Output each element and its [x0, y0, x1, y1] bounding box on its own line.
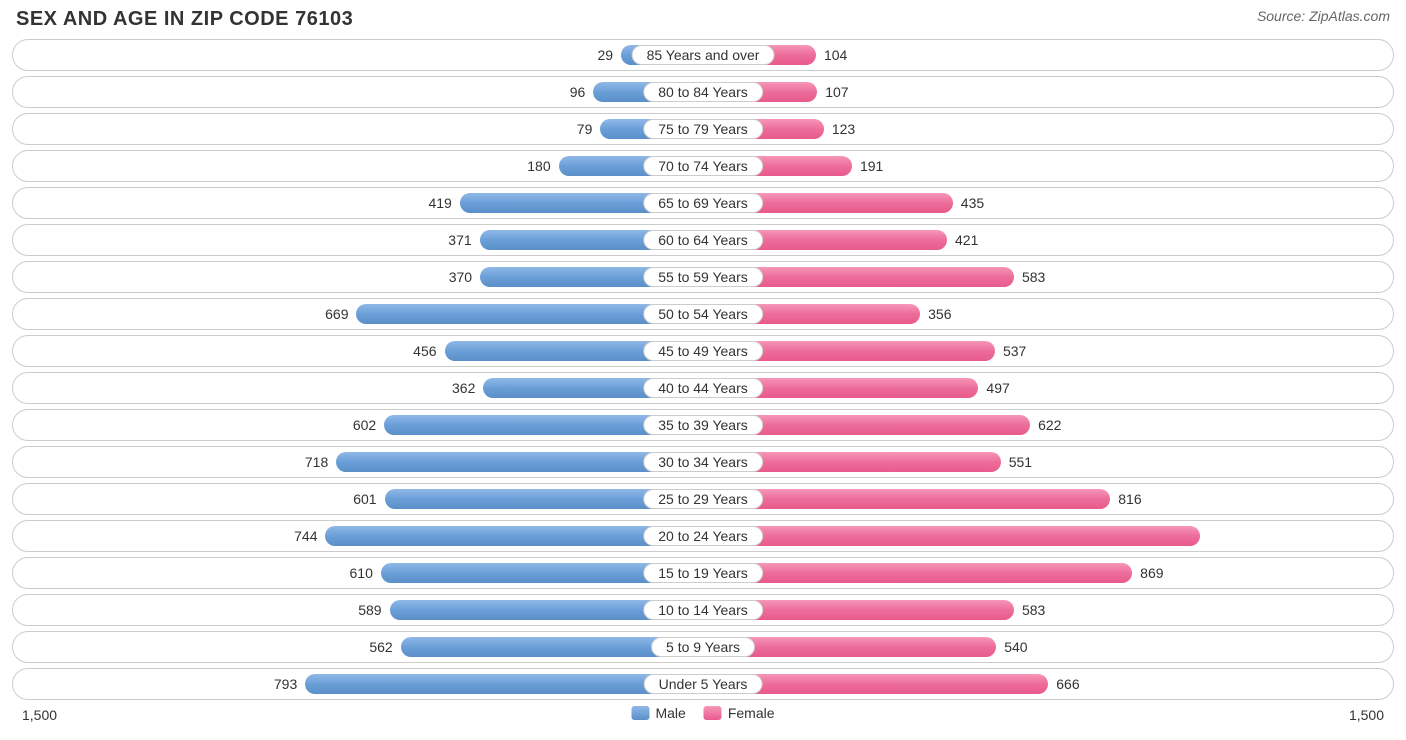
value-male: 601 [353, 489, 376, 509]
value-female: 123 [832, 119, 855, 139]
value-male: 793 [274, 674, 297, 694]
value-female: 583 [1022, 267, 1045, 287]
value-male: 362 [452, 378, 475, 398]
value-female: 666 [1056, 674, 1079, 694]
chart-row: 371 421 60 to 64 Years [12, 224, 1394, 256]
chart-row: 362 497 40 to 44 Years [12, 372, 1394, 404]
chart-row: 669 356 50 to 54 Years [12, 298, 1394, 330]
value-female: 191 [860, 156, 883, 176]
chart-source: Source: ZipAtlas.com [1257, 8, 1390, 24]
chart-row: 29 104 85 Years and over [12, 39, 1394, 71]
chart-title: SEX AND AGE IN ZIP CODE 76103 [16, 8, 353, 31]
value-female: 816 [1118, 489, 1141, 509]
bar-female [703, 489, 1110, 509]
diverging-bar-chart: 29 104 85 Years and over 96 107 80 to 84 Year… [12, 39, 1394, 700]
category-label: 10 to 14 Years [643, 600, 763, 620]
value-female: 583 [1022, 600, 1045, 620]
category-label: 5 to 9 Years [651, 637, 755, 657]
chart-row: 562 540 5 to 9 Years [12, 631, 1394, 663]
value-female: 421 [955, 230, 978, 250]
legend-item-female: Female [704, 705, 775, 721]
value-male: 456 [413, 341, 436, 361]
value-female: 540 [1004, 637, 1027, 657]
chart-row: 370 583 55 to 59 Years [12, 261, 1394, 293]
legend-item-male: Male [631, 705, 685, 721]
category-label: 70 to 74 Years [643, 156, 763, 176]
value-male: 29 [597, 45, 613, 65]
category-label: 25 to 29 Years [643, 489, 763, 509]
value-male: 419 [428, 193, 451, 213]
value-male: 669 [325, 304, 348, 324]
chart-row: 744 1,034 20 to 24 Years [12, 520, 1394, 552]
value-female: 356 [928, 304, 951, 324]
bar-female [703, 526, 1200, 546]
category-label: 55 to 59 Years [643, 267, 763, 287]
value-female: 497 [986, 378, 1009, 398]
category-label: 20 to 24 Years [643, 526, 763, 546]
axis-max-left: 1,500 [22, 707, 57, 723]
value-male: 370 [449, 267, 472, 287]
value-male: 371 [448, 230, 471, 250]
category-label: 80 to 84 Years [643, 82, 763, 102]
category-label: 85 Years and over [632, 45, 775, 65]
value-female: 107 [825, 82, 848, 102]
chart-row: 610 869 15 to 19 Years [12, 557, 1394, 589]
value-male: 79 [577, 119, 593, 139]
chart-row: 589 583 10 to 14 Years [12, 594, 1394, 626]
legend-label-female: Female [728, 705, 775, 721]
swatch-male [631, 706, 649, 720]
chart-row: 456 537 45 to 49 Years [12, 335, 1394, 367]
value-female: 622 [1038, 415, 1061, 435]
value-female: 537 [1003, 341, 1026, 361]
value-male: 744 [294, 526, 317, 546]
chart-row: 79 123 75 to 79 Years [12, 113, 1394, 145]
chart-row: 601 816 25 to 29 Years [12, 483, 1394, 515]
category-label: 50 to 54 Years [643, 304, 763, 324]
value-male: 602 [353, 415, 376, 435]
value-female: 1,034 [1150, 526, 1387, 546]
category-label: 45 to 49 Years [643, 341, 763, 361]
value-male: 610 [350, 563, 373, 583]
legend-label-male: Male [655, 705, 685, 721]
category-label: 60 to 64 Years [643, 230, 763, 250]
chart-row: 96 107 80 to 84 Years [12, 76, 1394, 108]
value-male: 562 [369, 637, 392, 657]
value-male: 589 [358, 600, 381, 620]
value-male: 718 [305, 452, 328, 472]
category-label: 35 to 39 Years [643, 415, 763, 435]
value-male: 180 [527, 156, 550, 176]
category-label: Under 5 Years [644, 674, 763, 694]
axis-max-right: 1,500 [1349, 707, 1384, 723]
category-label: 65 to 69 Years [643, 193, 763, 213]
legend: Male Female [631, 705, 774, 721]
chart-row: 602 622 35 to 39 Years [12, 409, 1394, 441]
bar-female [703, 563, 1132, 583]
value-female: 869 [1140, 563, 1163, 583]
chart-row: 180 191 70 to 74 Years [12, 150, 1394, 182]
chart-row: 718 551 30 to 34 Years [12, 446, 1394, 478]
category-label: 40 to 44 Years [643, 378, 763, 398]
swatch-female [704, 706, 722, 720]
chart-header: SEX AND AGE IN ZIP CODE 76103 Source: Zi… [12, 8, 1394, 39]
category-label: 30 to 34 Years [643, 452, 763, 472]
category-label: 75 to 79 Years [643, 119, 763, 139]
value-male: 96 [570, 82, 586, 102]
chart-row: 419 435 65 to 69 Years [12, 187, 1394, 219]
chart-row: 793 666 Under 5 Years [12, 668, 1394, 700]
value-female: 435 [961, 193, 984, 213]
chart-footer: 1,500 Male Female 1,500 [12, 705, 1394, 729]
value-female: 551 [1009, 452, 1032, 472]
category-label: 15 to 19 Years [643, 563, 763, 583]
value-female: 104 [824, 45, 847, 65]
